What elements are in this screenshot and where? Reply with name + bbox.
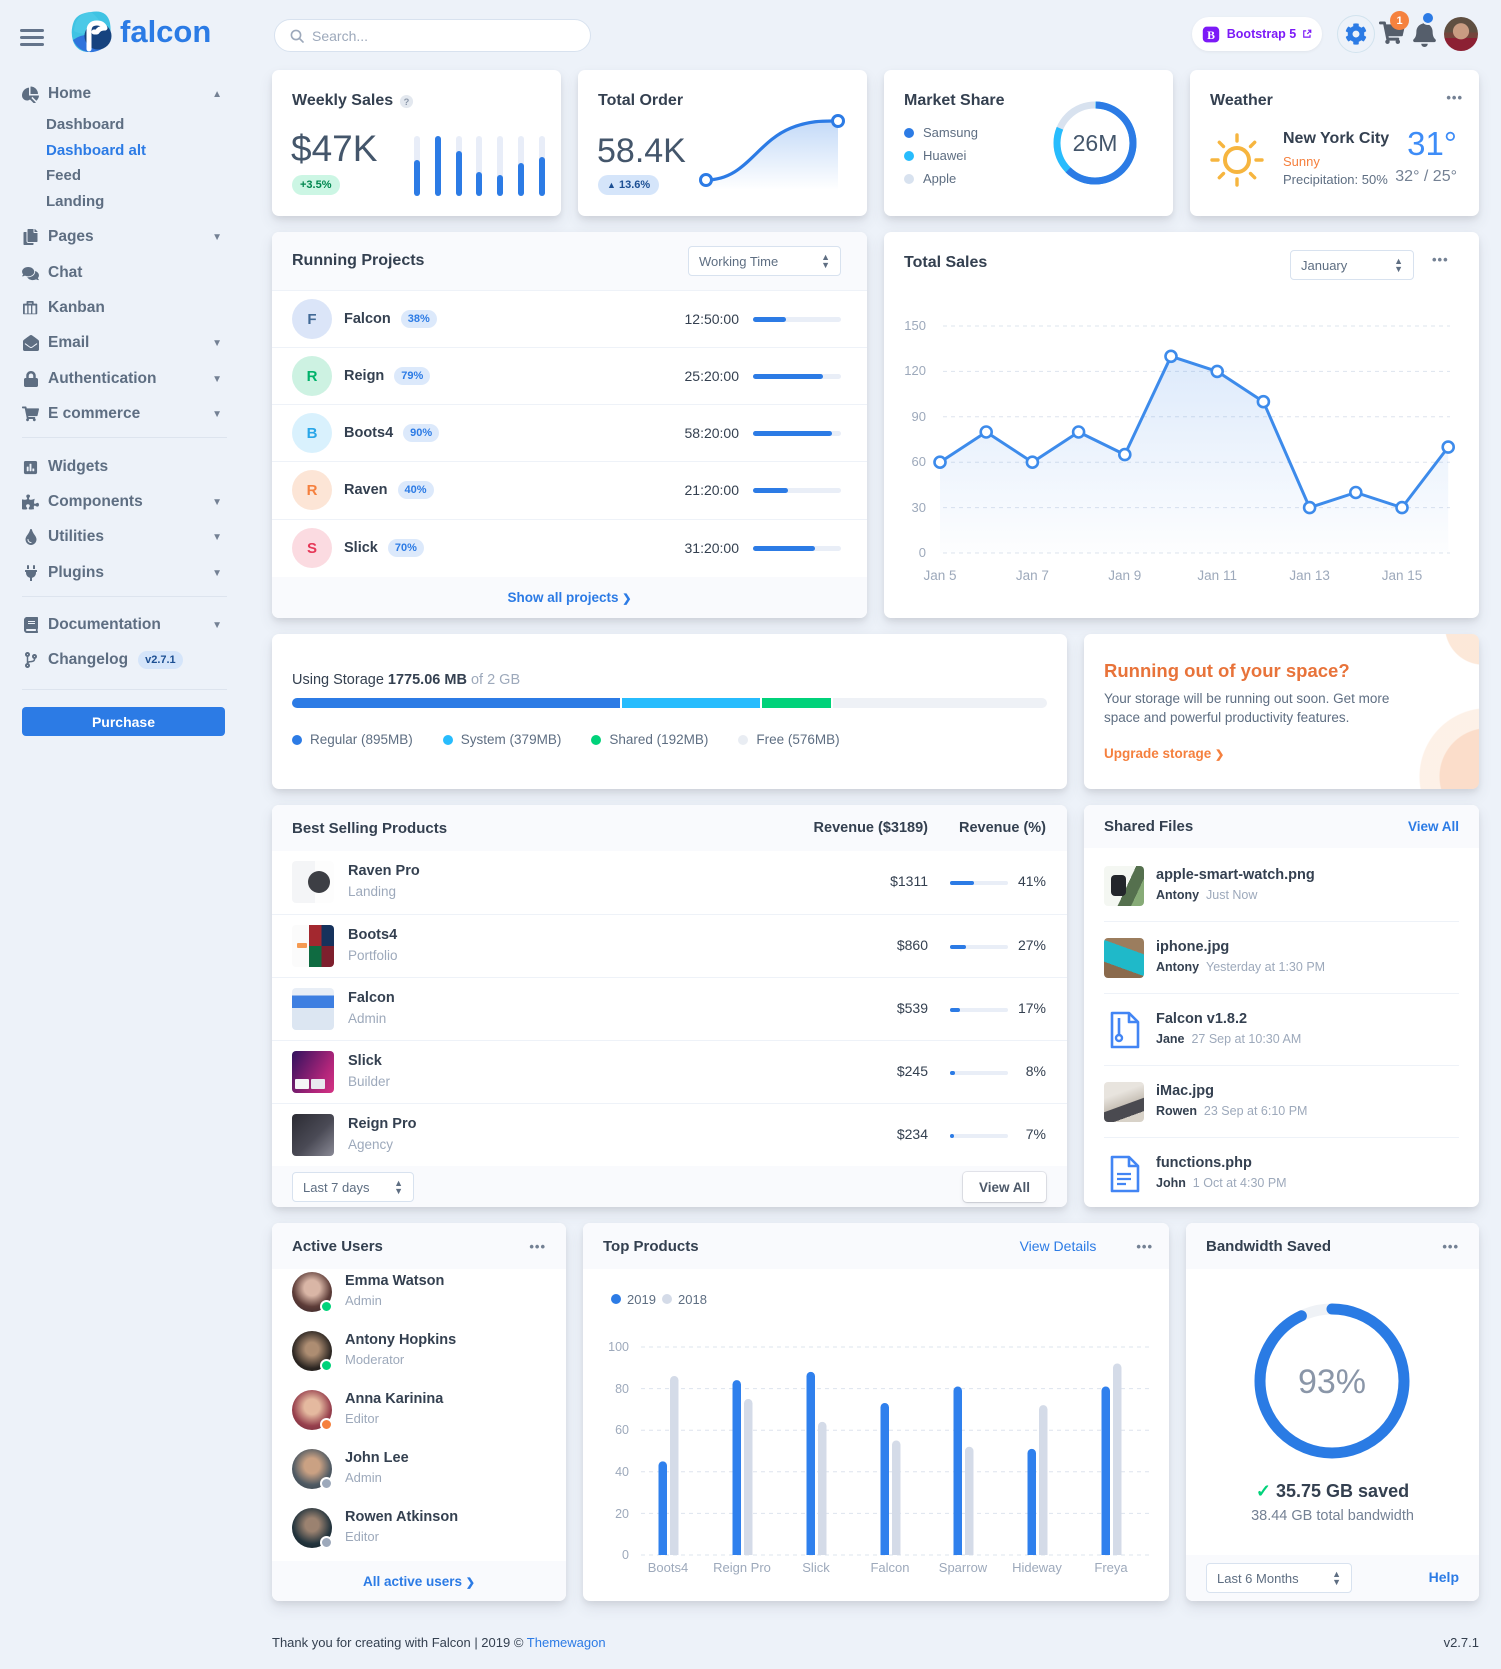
svg-text:Jan 13: Jan 13 [1289, 568, 1330, 583]
svg-text:Sparrow: Sparrow [939, 1560, 988, 1575]
svg-text:?: ? [404, 96, 410, 106]
svg-text:60: 60 [912, 454, 926, 469]
svg-text:80: 80 [615, 1382, 629, 1396]
svg-text:90: 90 [912, 409, 926, 424]
svg-text:100: 100 [608, 1340, 629, 1354]
svg-text:Jan 5: Jan 5 [923, 568, 956, 583]
svg-text:Jan 7: Jan 7 [1016, 568, 1049, 583]
svg-text:Boots4: Boots4 [648, 1560, 688, 1575]
svg-text:Falcon: Falcon [870, 1560, 909, 1575]
svg-text:Slick: Slick [802, 1560, 830, 1575]
svg-text:20: 20 [615, 1507, 629, 1521]
svg-text:60: 60 [615, 1423, 629, 1437]
svg-text:40: 40 [615, 1465, 629, 1479]
svg-text:Reign Pro: Reign Pro [713, 1560, 771, 1575]
svg-text:0: 0 [919, 545, 926, 560]
svg-text:30: 30 [912, 500, 926, 515]
svg-text:26M: 26M [1073, 130, 1118, 156]
svg-text:150: 150 [904, 318, 926, 333]
svg-text:2019: 2019 [627, 1292, 656, 1307]
svg-text:Jan 9: Jan 9 [1108, 568, 1141, 583]
svg-text:Freya: Freya [1094, 1560, 1128, 1575]
svg-text:0: 0 [622, 1548, 629, 1562]
svg-text:2018: 2018 [678, 1292, 707, 1307]
svg-text:93%: 93% [1298, 1363, 1366, 1401]
svg-text:B: B [1207, 29, 1215, 42]
svg-text:Jan 11: Jan 11 [1197, 568, 1237, 583]
svg-text:Jan 15: Jan 15 [1382, 568, 1423, 583]
svg-text:Hideway: Hideway [1012, 1560, 1062, 1575]
svg-text:120: 120 [904, 363, 926, 378]
